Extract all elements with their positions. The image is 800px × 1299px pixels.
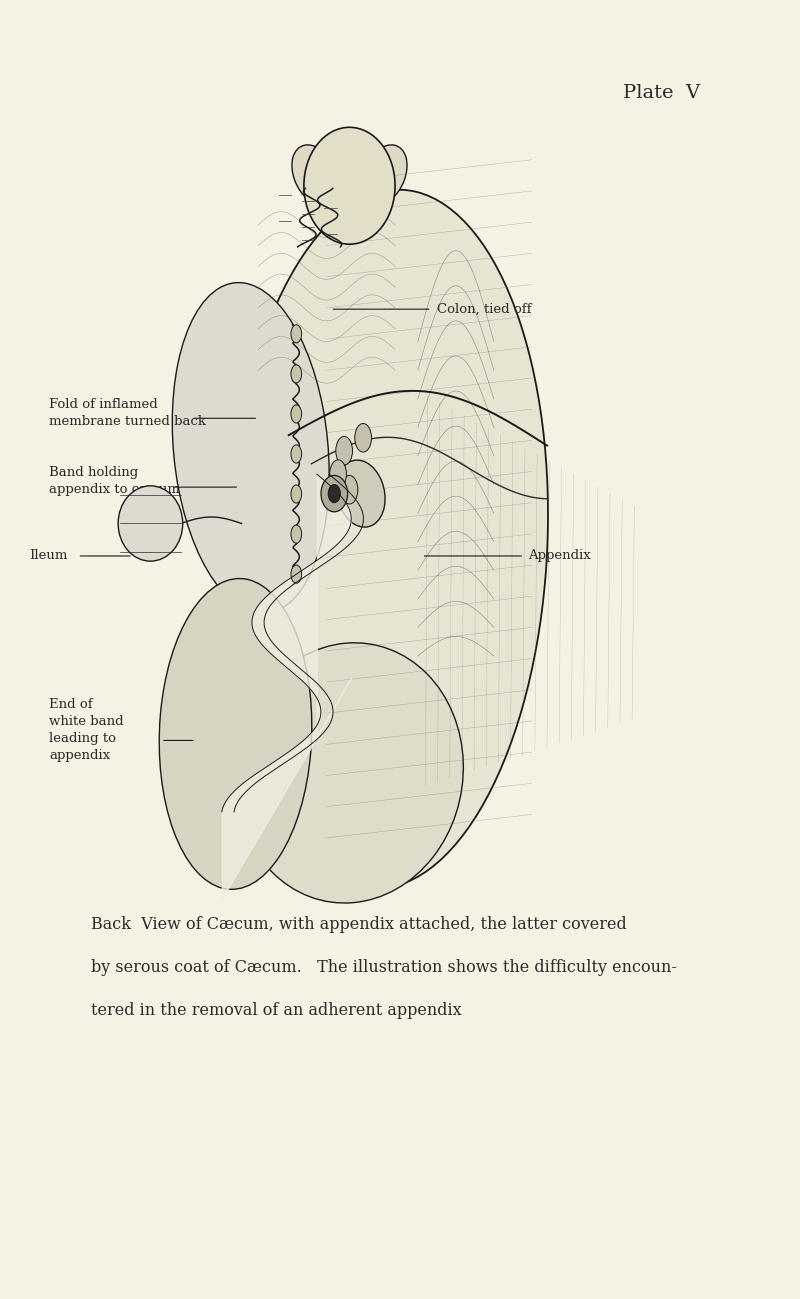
Ellipse shape [292,145,338,205]
Ellipse shape [328,485,340,503]
Circle shape [291,525,302,543]
Text: Appendix: Appendix [528,549,590,562]
Text: Fold of inflamed
membrane turned back: Fold of inflamed membrane turned back [50,397,206,429]
Text: tered in the removal of an adherent appendix: tered in the removal of an adherent appe… [91,1002,462,1018]
Circle shape [291,565,302,583]
Ellipse shape [159,578,312,890]
Circle shape [354,423,371,452]
Circle shape [291,444,302,464]
Circle shape [341,475,358,504]
Text: Colon, tied off: Colon, tied off [437,303,531,316]
Text: Plate  V: Plate V [623,84,700,103]
Ellipse shape [236,643,463,903]
Ellipse shape [227,190,548,889]
Circle shape [330,460,346,488]
Ellipse shape [337,460,385,527]
Circle shape [291,405,302,423]
Circle shape [291,485,302,503]
Circle shape [291,325,302,343]
Ellipse shape [172,283,329,613]
Text: End of
white band
leading to
appendix: End of white band leading to appendix [50,698,124,763]
Ellipse shape [304,127,395,244]
Text: Ileum: Ileum [29,549,67,562]
Ellipse shape [118,486,182,561]
Circle shape [336,436,353,465]
Circle shape [291,365,302,383]
Ellipse shape [360,145,407,205]
Text: by serous coat of Cæcum.   The illustration shows the difficulty encoun-: by serous coat of Cæcum. The illustratio… [91,959,677,976]
Ellipse shape [321,475,347,512]
Text: Back  View of Cæcum, with appendix attached, the latter covered: Back View of Cæcum, with appendix attach… [91,916,627,933]
Text: Band holding
appendix to cæcum: Band holding appendix to cæcum [50,465,180,496]
